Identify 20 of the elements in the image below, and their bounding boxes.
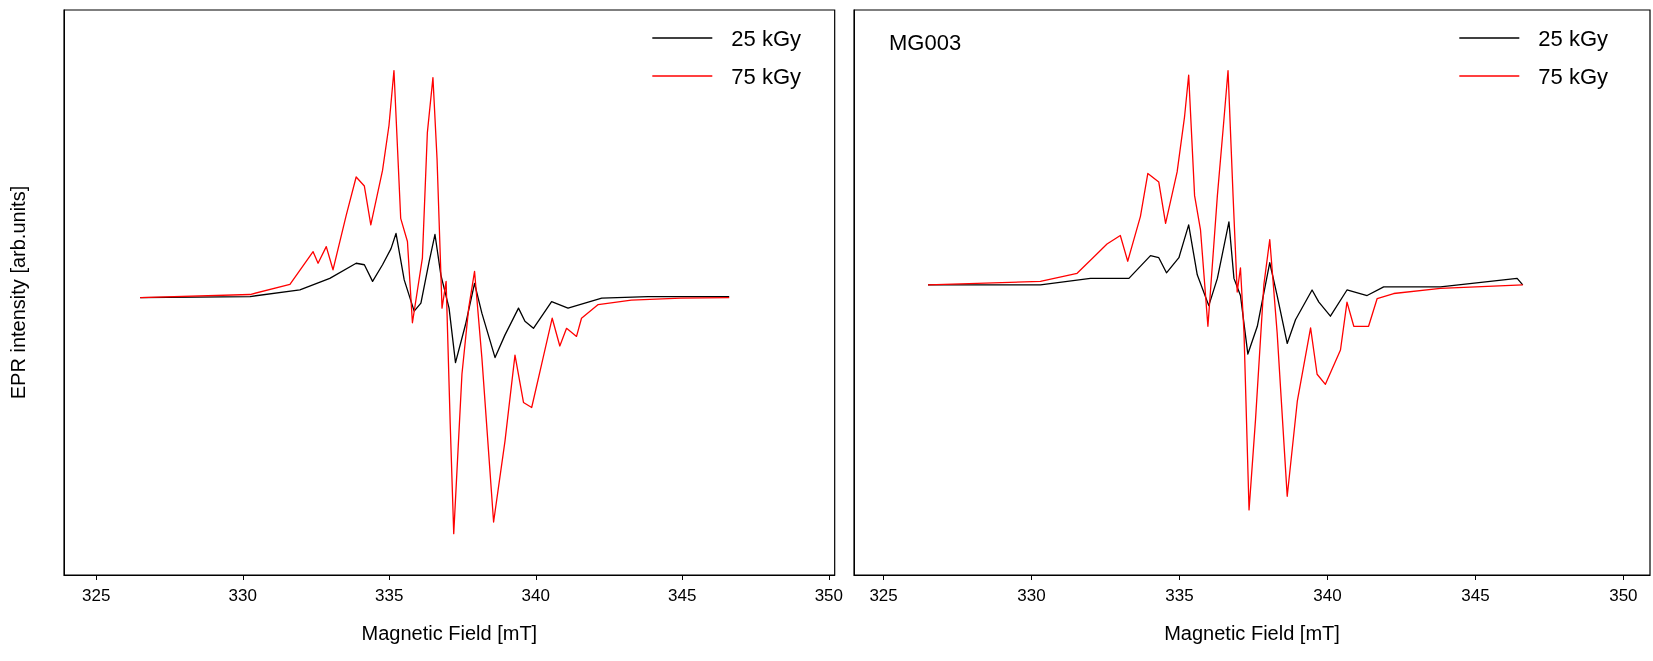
x-tick-label: 330 [1017,586,1046,605]
x-tick-label: 350 [814,586,844,605]
legend-label: 25 kGy [1538,25,1609,51]
legend-label: 75 kGy [731,63,802,89]
x-tick-label: 325 [869,586,898,605]
x-axis-title: Magnetic Field [mT] [361,622,538,644]
x-tick-label: 350 [1609,586,1638,605]
x-tick-label: 340 [521,586,550,605]
chart-title: MG003 [889,29,962,55]
x-tick-label: 345 [1461,586,1490,605]
x-axis-title: Magnetic Field [mT] [1164,622,1340,644]
legend-label: 25 kGy [731,25,802,51]
x-tick-label: 335 [375,586,404,605]
x-tick-label: 330 [228,586,257,605]
x-tick-label: 335 [1165,586,1194,605]
y-axis-title: EPR intensity [arb.units] [7,185,29,400]
legend-label: 75 kGy [1538,63,1609,89]
x-tick-label: 325 [82,586,111,605]
x-tick-label: 345 [668,586,697,605]
x-tick-label: 340 [1313,586,1342,605]
